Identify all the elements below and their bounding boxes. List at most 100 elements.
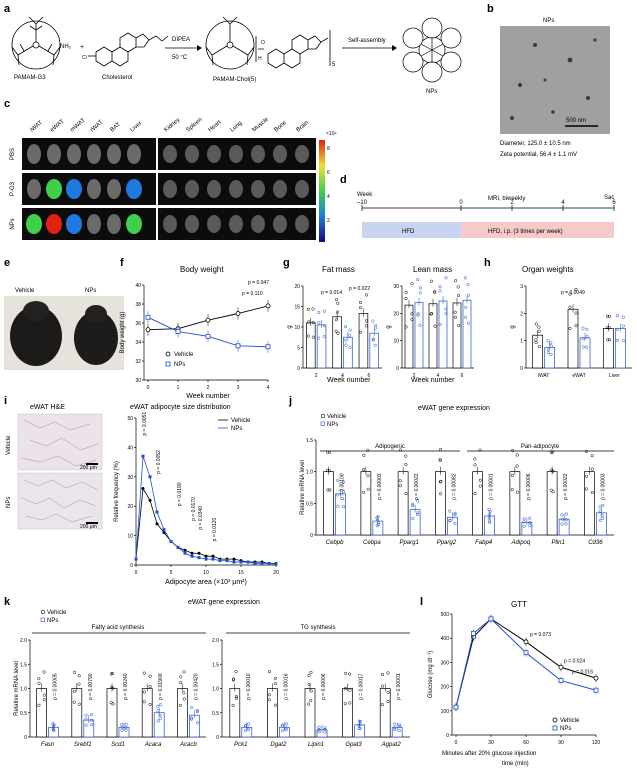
data-point [551,490,555,494]
x-tick-label: 3 [237,385,240,391]
data-point [284,722,288,726]
hfd-bar [362,222,461,238]
data-point [478,478,482,482]
legend-vehicle: Vehicle [560,718,580,724]
y-tick-label: 0 [520,366,523,372]
data-point [377,520,381,525]
colorbar-tick: 4 [327,194,330,200]
organ-tile [251,215,265,233]
diameter-text: Diameter, 125.0 ± 10.5 nm [500,141,571,147]
data-point [560,513,564,517]
data-point [398,479,402,483]
data-point [273,703,277,707]
timeline-tick-label: 2 [510,200,514,206]
panel-label-i: i [4,395,7,407]
x-tick-label: Acaca [144,742,162,748]
data-point [416,499,420,503]
g-xlabel-lean: Week number [411,377,455,384]
data-point [473,457,477,461]
y-tick-label: 300 [441,660,450,666]
y-tick-label: 0.5 [20,711,27,717]
data-point [398,484,402,488]
bar [316,324,327,369]
legend-nps: NPs [47,618,58,624]
data-point [438,492,443,496]
y-tick-label: 0 [216,735,219,741]
x-tick-label: 90 [558,740,564,746]
bar [106,688,118,738]
data-point [307,673,311,678]
x-tick-label: Srebf1 [74,742,92,748]
data-point [581,345,585,349]
group-label: Adipogenic [375,444,405,450]
organ-tile [273,180,287,198]
data-point [453,310,457,314]
data-point [179,681,183,685]
data-point [178,703,182,707]
svg-text:H: H [258,56,262,62]
legend-nps: NPs [560,726,571,732]
data-point [362,490,366,494]
data-point [326,488,330,492]
data-point [534,322,538,326]
data-point [478,448,482,452]
data-point [358,723,362,727]
colorbar-exponent: ×10⁹ [326,131,337,137]
data-point [323,726,327,730]
data-point [453,704,459,710]
data-point [416,511,420,515]
data-point [515,453,519,457]
y-tick-label: 1.0 [20,687,27,693]
data-point [232,557,236,561]
x-tick-label: 60 [523,740,529,746]
data-point [607,326,611,330]
data-point [393,728,397,732]
y-tick-label: 40 [127,445,133,451]
data-point [267,562,271,566]
p-value: p = 0.00003 [600,473,606,500]
data-point [182,691,186,695]
data-point [42,693,46,697]
bar [342,688,353,738]
x-tick-label: 6 [367,373,370,379]
pamam-g3-label: PAMAM-G3 [14,75,46,81]
organ-tile [127,144,141,164]
ivis-row-label: NPs [10,218,16,229]
timeline-week-label: Week [357,192,373,198]
g-p1: p = 0.014 [321,290,342,296]
bar [189,714,200,738]
panel-label-h: h [484,257,491,269]
data-point [90,718,94,722]
data-point [410,312,414,316]
data-point [568,292,572,296]
data-point [537,325,541,329]
sac-label: Sac [604,195,614,201]
data-point [510,488,514,492]
p-value: p = 0.00003 [377,473,383,500]
organ-tile [295,215,309,233]
data-point [51,726,55,730]
gene-expression-k-chart: 0 0.5 1.0 1.5 2.0 Relative mRNA level Fasn Sreb… [14,609,410,748]
temperature-label: 50 °C [172,55,188,61]
data-point [438,480,442,484]
data-point [281,729,285,733]
data-point [265,303,271,309]
data-point [466,293,471,297]
data-point [37,677,41,681]
data-point [366,487,370,491]
data-point [380,703,384,707]
data-point [621,324,625,328]
data-point [585,327,589,331]
data-point [444,307,448,311]
h-title: Organ weights [522,265,574,274]
data-point [574,324,578,328]
bar [177,688,188,738]
g-p2: p = 0.022 [349,286,370,292]
panel-label-e: e [4,257,10,269]
x-tick-label: Cebpa [363,540,381,546]
data-point [155,522,159,526]
hfd-ip-label: HFD, i.p. (3 times per week) [488,229,563,235]
panel-label-d: d [340,174,347,186]
x-tick-label: 2 [315,373,318,379]
data-point [380,672,385,677]
